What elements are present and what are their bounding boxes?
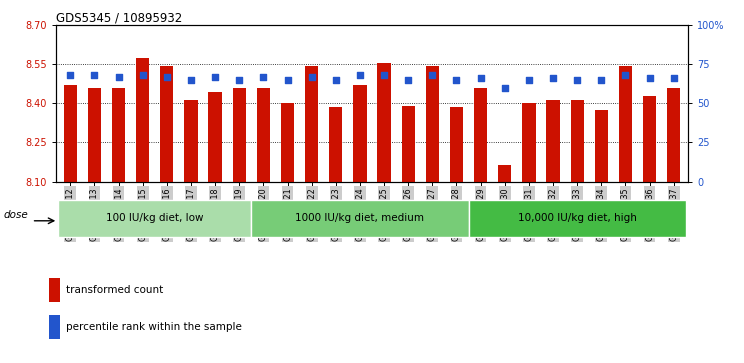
Bar <box>64 85 77 182</box>
Point <box>498 85 510 91</box>
Point <box>89 73 100 78</box>
Bar <box>498 164 511 182</box>
Bar <box>450 107 463 182</box>
Bar <box>469 200 686 237</box>
Point <box>257 74 269 80</box>
Bar <box>546 99 559 182</box>
Text: 100 IU/kg diet, low: 100 IU/kg diet, low <box>106 213 204 223</box>
Bar <box>88 88 101 182</box>
Bar <box>643 95 656 182</box>
Point <box>234 77 246 83</box>
Bar <box>233 88 246 182</box>
Point <box>137 73 149 78</box>
Text: dose: dose <box>3 209 28 220</box>
Point <box>668 76 680 81</box>
Bar <box>426 66 439 182</box>
Point <box>475 76 487 81</box>
Text: 1000 IU/kg diet, medium: 1000 IU/kg diet, medium <box>295 213 424 223</box>
Point <box>451 77 463 83</box>
Point <box>426 73 438 78</box>
Bar <box>49 315 60 339</box>
Point <box>523 77 535 83</box>
Point <box>185 77 197 83</box>
Point <box>403 77 414 83</box>
Bar <box>377 63 391 182</box>
Bar <box>257 88 270 182</box>
Bar <box>136 58 150 182</box>
Bar <box>305 66 318 182</box>
Point <box>112 74 124 80</box>
Point <box>644 76 655 81</box>
Bar <box>571 99 584 182</box>
Bar <box>667 88 680 182</box>
Point <box>620 73 632 78</box>
Point <box>306 74 318 80</box>
Point <box>354 73 366 78</box>
Point <box>547 76 559 81</box>
Point <box>281 77 293 83</box>
Bar <box>402 106 415 182</box>
Bar <box>281 103 294 182</box>
Bar <box>619 66 632 182</box>
Point <box>64 73 76 78</box>
Text: percentile rank within the sample: percentile rank within the sample <box>66 322 242 332</box>
Point <box>330 77 341 83</box>
Bar <box>522 103 536 182</box>
Bar <box>474 88 487 182</box>
Bar <box>329 107 342 182</box>
Point <box>209 74 221 80</box>
Bar <box>208 92 222 182</box>
Bar <box>353 85 367 182</box>
Bar <box>251 200 469 237</box>
Text: 10,000 IU/kg diet, high: 10,000 IU/kg diet, high <box>518 213 637 223</box>
Bar <box>49 278 60 302</box>
Text: transformed count: transformed count <box>66 285 164 295</box>
Point <box>161 74 173 80</box>
Bar <box>58 200 251 237</box>
Point <box>571 77 583 83</box>
Bar <box>185 99 198 182</box>
Text: GDS5345 / 10895932: GDS5345 / 10895932 <box>56 11 182 24</box>
Point <box>595 77 607 83</box>
Point <box>378 73 390 78</box>
Bar <box>594 110 608 182</box>
Bar <box>160 66 173 182</box>
Bar <box>112 88 125 182</box>
